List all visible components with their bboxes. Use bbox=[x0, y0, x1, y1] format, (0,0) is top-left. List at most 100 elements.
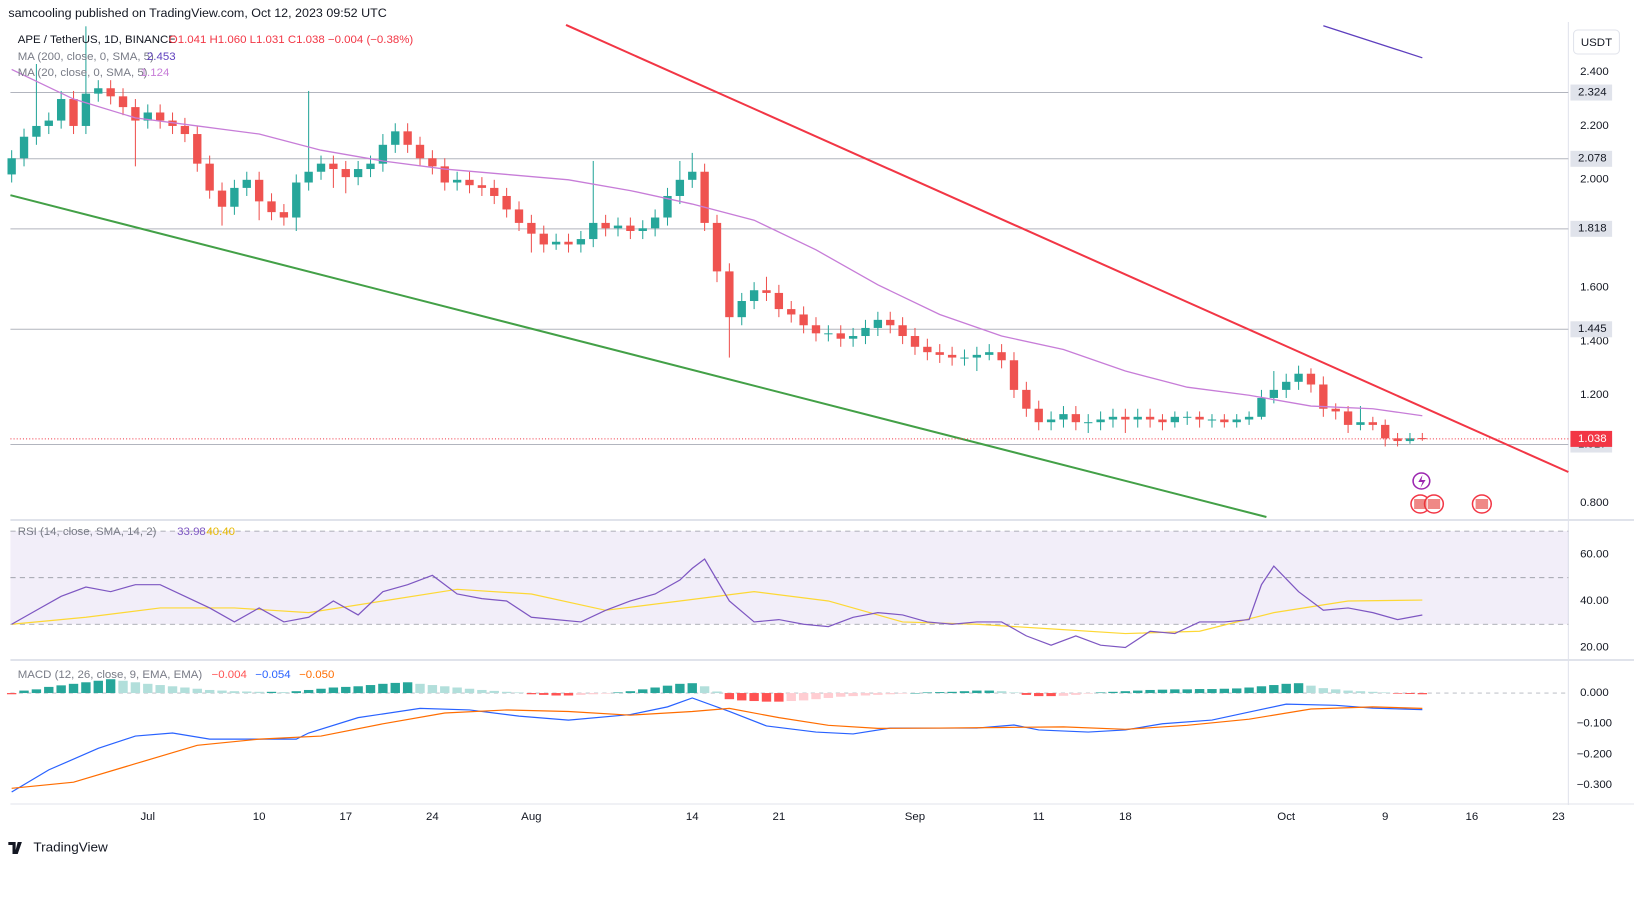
indicator-line bbox=[11, 706, 1423, 789]
histogram-bar bbox=[724, 693, 735, 700]
macd-legend[interactable]: MACD (12, 26, close, 9, EMA, EMA) bbox=[18, 669, 203, 681]
histogram-bar bbox=[402, 682, 413, 694]
histogram-bar bbox=[1009, 692, 1019, 694]
candle-body bbox=[1319, 384, 1328, 409]
candle-body bbox=[56, 99, 66, 121]
candle-body bbox=[403, 131, 412, 145]
histogram-bar bbox=[452, 687, 462, 694]
candle-body bbox=[712, 222, 722, 272]
candle-body bbox=[886, 319, 895, 326]
candle-body bbox=[292, 182, 301, 218]
signal-value: −0.050 bbox=[299, 669, 334, 681]
level-label: 1.818 bbox=[1578, 223, 1607, 235]
y-tick-label: −0.100 bbox=[1577, 718, 1612, 730]
histogram-bar bbox=[93, 680, 103, 694]
histogram-bar bbox=[365, 685, 376, 694]
candle-body bbox=[811, 325, 821, 334]
histogram-bar bbox=[798, 693, 809, 701]
candle-body bbox=[378, 144, 388, 164]
candle-body bbox=[1145, 416, 1155, 420]
histogram-bar bbox=[1145, 689, 1155, 694]
histogram-bar bbox=[786, 693, 796, 702]
candle-body bbox=[1282, 381, 1291, 390]
histogram-bar bbox=[638, 689, 648, 694]
candle-body bbox=[1084, 422, 1093, 424]
candle-body bbox=[81, 93, 91, 126]
histogram-bar bbox=[588, 693, 598, 695]
ohlc-values: O1.041 H1.060 L1.031 C1.038 −0.004 (−0.3… bbox=[169, 34, 414, 46]
rsi-legend[interactable]: RSI (14, close, SMA, 14, 2) bbox=[18, 526, 157, 538]
histogram-bar bbox=[155, 685, 165, 694]
y-tick-label: 40.00 bbox=[1580, 595, 1609, 607]
candle-body bbox=[1356, 422, 1365, 425]
candle-body bbox=[1220, 419, 1229, 423]
histogram-bar bbox=[44, 686, 54, 694]
candle-body bbox=[329, 163, 338, 170]
histogram-bar bbox=[316, 688, 326, 694]
ma20-legend[interactable]: MA (20, close, 0, SMA, 5) bbox=[18, 67, 148, 79]
candle-body bbox=[1294, 373, 1303, 382]
candle-body bbox=[799, 314, 808, 326]
symbol-title[interactable]: APE / TetherUS, 1D, BINANCE bbox=[18, 34, 176, 46]
candle-body bbox=[1343, 411, 1353, 425]
candle-body bbox=[1269, 389, 1279, 398]
candle-body bbox=[452, 179, 462, 183]
histogram-bar bbox=[1170, 689, 1180, 694]
trend-line bbox=[565, 24, 1569, 473]
candle-body bbox=[1418, 438, 1427, 440]
histogram-bar bbox=[266, 691, 277, 694]
y-tick-label: 0.000 bbox=[1580, 687, 1609, 699]
candle-body bbox=[1071, 414, 1081, 423]
candle-body bbox=[254, 179, 264, 202]
x-tick-label: 21 bbox=[772, 811, 785, 823]
histogram-bar bbox=[1046, 693, 1056, 697]
candle-body bbox=[836, 333, 845, 339]
candle-body bbox=[861, 327, 870, 337]
histogram-bar bbox=[1194, 689, 1205, 694]
candle-body bbox=[675, 179, 685, 196]
candle-body bbox=[910, 336, 920, 347]
candle-body bbox=[787, 309, 796, 315]
histogram-bar bbox=[390, 682, 400, 694]
lightning bbox=[1418, 475, 1426, 488]
candle-body bbox=[514, 209, 524, 223]
histogram-bar bbox=[600, 693, 611, 694]
y-tick-label: 2.400 bbox=[1580, 66, 1609, 78]
histogram-bar bbox=[687, 683, 697, 694]
y-tick-label: 1.200 bbox=[1580, 389, 1609, 401]
candle-body bbox=[1207, 419, 1217, 421]
histogram-bar bbox=[6, 693, 17, 695]
histogram-bar bbox=[712, 691, 722, 694]
candle-body bbox=[366, 163, 375, 170]
candle-body bbox=[1368, 422, 1378, 425]
x-tick-label: 14 bbox=[686, 811, 699, 823]
candle-body bbox=[923, 346, 932, 353]
candle-body bbox=[353, 169, 363, 178]
candle-body bbox=[539, 233, 548, 245]
candle-body bbox=[1133, 416, 1142, 420]
y-tick-label: −0.200 bbox=[1577, 749, 1612, 761]
candle-body bbox=[960, 357, 969, 359]
y-tick-label: 2.000 bbox=[1580, 174, 1609, 186]
histogram-bar bbox=[873, 693, 883, 695]
event-icons bbox=[1410, 472, 1493, 514]
candle-body bbox=[32, 125, 41, 137]
candle-body bbox=[972, 354, 982, 358]
histogram-bar bbox=[229, 691, 240, 694]
candle-body bbox=[576, 239, 586, 245]
histogram-bar bbox=[699, 686, 710, 694]
indicator-line bbox=[11, 558, 1423, 649]
candle-body bbox=[217, 190, 227, 207]
histogram-bar bbox=[848, 693, 858, 697]
histogram-bar bbox=[279, 692, 289, 694]
currency-label[interactable]: USDT bbox=[1581, 37, 1612, 49]
ma200-legend[interactable]: MA (200, close, 0, SMA, 5) bbox=[18, 51, 154, 63]
level-label: 2.078 bbox=[1578, 153, 1607, 165]
histogram-bar bbox=[675, 683, 685, 694]
candle-body bbox=[477, 185, 487, 188]
currency-button[interactable] bbox=[1573, 29, 1620, 55]
logo-text[interactable]: TradingView bbox=[33, 840, 108, 855]
histogram-bar bbox=[885, 693, 895, 695]
level-label: 1.445 bbox=[1578, 323, 1607, 335]
